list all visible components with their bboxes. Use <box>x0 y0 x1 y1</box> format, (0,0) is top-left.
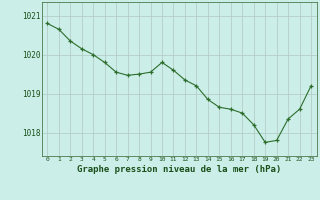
X-axis label: Graphe pression niveau de la mer (hPa): Graphe pression niveau de la mer (hPa) <box>77 165 281 174</box>
